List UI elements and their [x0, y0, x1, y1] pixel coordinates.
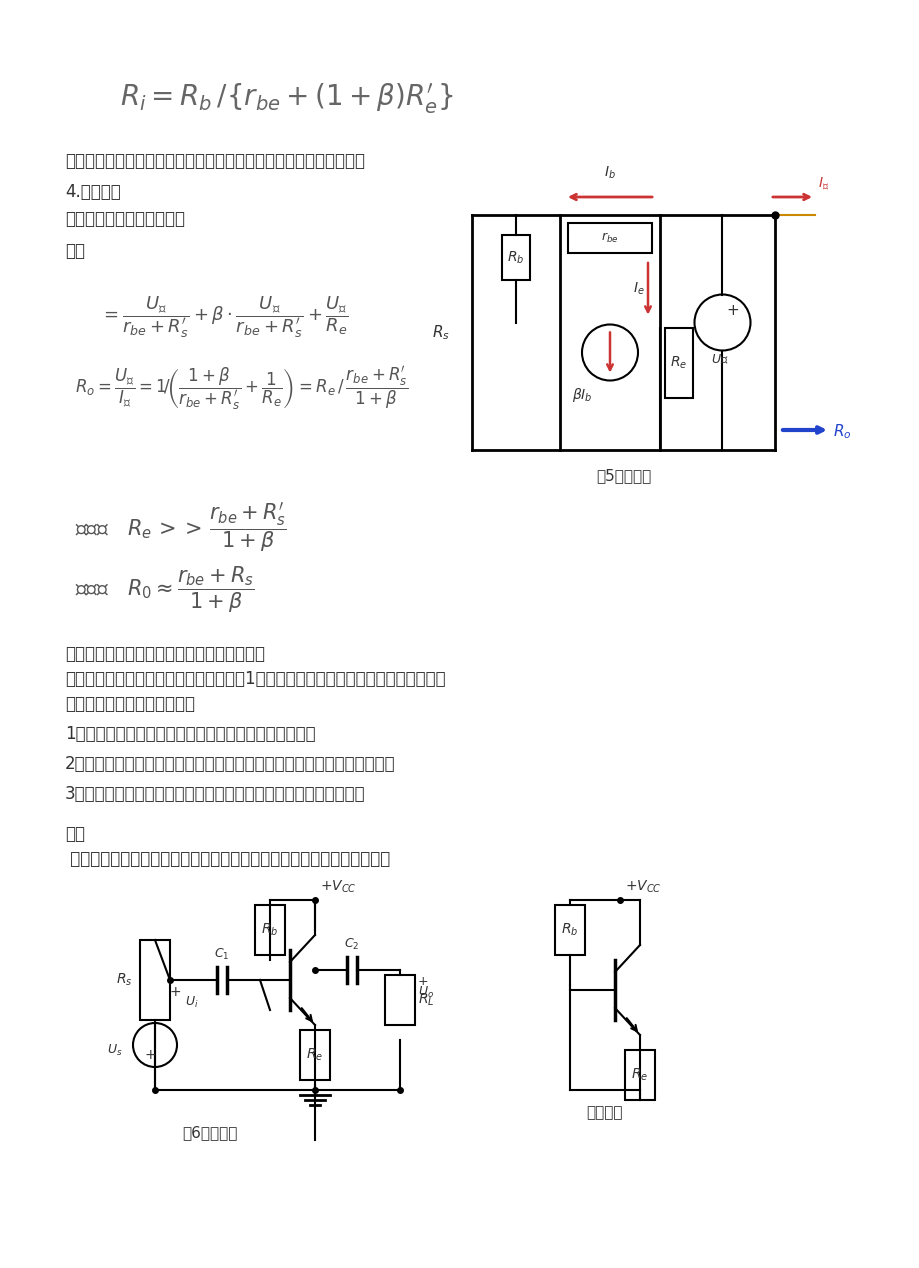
- Bar: [255, 905, 285, 955]
- Text: $R_o=\dfrac{U_{外}}{I_{外}}=1\!/\!\left(\dfrac{1+\beta}{r_{be}+R_s^{\prime}}+\dfra: $R_o=\dfrac{U_{外}}{I_{外}}=1\!/\!\left(\d…: [75, 365, 408, 413]
- Text: $R_s$: $R_s$: [432, 323, 449, 342]
- Text: $R_b$: $R_b$: [261, 922, 278, 938]
- Bar: [624, 1050, 654, 1101]
- Text: 3、将射极输出器放在电路的两级之间，可以起到电路的匹配作用。: 3、将射极输出器放在电路的两级之间，可以起到电路的匹配作用。: [65, 785, 365, 803]
- Text: $R_i = R_b\,/\!\!/\{r_{be} + (1+\beta)R_e^{\prime}\}$: $R_i = R_b\,/\!\!/\{r_{be} + (1+\beta)R_…: [119, 82, 453, 117]
- Text: $R_o$: $R_o$: [832, 422, 851, 441]
- Text: $U_s$: $U_s$: [108, 1042, 123, 1058]
- Text: $=\dfrac{U_{外}}{r_{be}+R_s^{\prime}}+\beta\cdot\dfrac{U_{外}}{r_{be}+R_s^{\prime}: $=\dfrac{U_{外}}{r_{be}+R_s^{\prime}}+\be…: [100, 295, 348, 340]
- Text: 估算静态工作点，计算电流放大倍数、电压放大倍数和输入、输出电阻。: 估算静态工作点，计算电流放大倍数、电压放大倍数和输入、输出电阻。: [65, 850, 390, 869]
- Text: $R_e$: $R_e$: [670, 354, 686, 370]
- Text: 直流通道: 直流通道: [586, 1104, 622, 1120]
- Text: $+V_{CC}$: $+V_{CC}$: [320, 879, 357, 895]
- Text: $U$外: $U$外: [709, 354, 728, 366]
- Text: 输出电阻低射极输出器的使用: 输出电阻低射极输出器的使用: [65, 695, 195, 713]
- Bar: [384, 975, 414, 1025]
- Text: $R_L$: $R_L$: [417, 992, 434, 1008]
- Text: $C_2$: $C_2$: [344, 937, 359, 952]
- Text: $C_1$: $C_1$: [214, 947, 230, 962]
- Text: 例：: 例：: [65, 825, 85, 843]
- Text: 图6例图电路: 图6例图电路: [182, 1125, 237, 1140]
- Bar: [664, 327, 692, 397]
- Text: 设：: 设：: [65, 242, 85, 260]
- Text: $U_i$: $U_i$: [185, 995, 199, 1011]
- Text: 输入电阻较大，作为前一级的负载，对前一级的放大倍数影响较小。: 输入电阻较大，作为前一级的负载，对前一级的放大倍数影响较小。: [65, 152, 365, 170]
- Text: $R_e$: $R_e$: [306, 1047, 323, 1063]
- Text: +: +: [169, 985, 181, 999]
- Text: $I_e$: $I_e$: [632, 280, 644, 297]
- Text: 用加压求流法求输出电阻。: 用加压求流法求输出电阻。: [65, 210, 185, 228]
- Text: $一般：\quad R_e\,>>\,\dfrac{r_{be}+R_s^{\prime}}{1+\beta}$: $一般：\quad R_e\,>>\,\dfrac{r_{be}+R_s^{\p…: [75, 500, 287, 554]
- Text: 图5等效电路: 图5等效电路: [596, 468, 651, 483]
- Text: $+V_{CC}$: $+V_{CC}$: [624, 879, 661, 895]
- Text: +: +: [144, 1047, 155, 1063]
- Text: +: +: [725, 303, 738, 318]
- Bar: [502, 235, 529, 280]
- Bar: [140, 940, 170, 1019]
- Text: $R_b$: $R_b$: [561, 922, 578, 938]
- Text: +: +: [417, 975, 428, 988]
- Text: $R_s$: $R_s$: [117, 971, 133, 988]
- Text: 射极输出器的输出电阻很小，带负载能力强。: 射极输出器的输出电阻很小，带负载能力强。: [65, 645, 265, 663]
- Text: 射极输出器特点：电压增益小于近似等于1，输出电压与输入电压同相，输入电阻高，: 射极输出器特点：电压增益小于近似等于1，输出电压与输入电压同相，输入电阻高，: [65, 670, 445, 689]
- Text: $r_{be}$: $r_{be}$: [600, 231, 618, 245]
- Text: $R_b$: $R_b$: [506, 250, 524, 266]
- Text: 4.输出电阻: 4.输出电阻: [65, 183, 120, 202]
- Text: $U_o$: $U_o$: [417, 985, 434, 1000]
- Text: 2、将射极输出器放在电路的末级，可以降低输出电阻，提高带负载能力。: 2、将射极输出器放在电路的末级，可以降低输出电阻，提高带负载能力。: [65, 754, 395, 773]
- Text: $I_{外}$: $I_{外}$: [817, 175, 828, 191]
- Text: $所以：\quad R_0\approx\dfrac{r_{be}+R_s}{1+\beta}$: $所以：\quad R_0\approx\dfrac{r_{be}+R_s}{1…: [75, 566, 255, 615]
- Bar: [300, 1030, 330, 1080]
- Text: $\beta I_b$: $\beta I_b$: [572, 385, 592, 403]
- Bar: [554, 905, 584, 955]
- Text: 1、将射极输出器放在电路的首级，可以提高输入电阻。: 1、将射极输出器放在电路的首级，可以提高输入电阻。: [65, 725, 315, 743]
- Bar: [567, 223, 652, 254]
- Text: $I_b$: $I_b$: [604, 165, 615, 181]
- Text: $R_e$: $R_e$: [630, 1066, 648, 1083]
